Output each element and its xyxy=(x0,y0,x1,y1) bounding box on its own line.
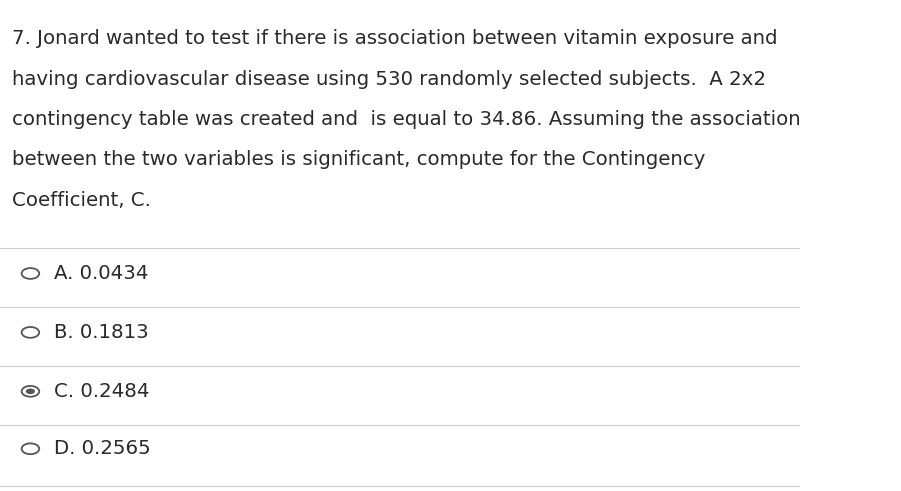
Text: A. 0.0434: A. 0.0434 xyxy=(54,264,149,283)
Text: Coefficient, C.: Coefficient, C. xyxy=(12,191,150,210)
Text: B. 0.1813: B. 0.1813 xyxy=(54,323,150,342)
Text: D. 0.2565: D. 0.2565 xyxy=(54,439,151,458)
Text: C. 0.2484: C. 0.2484 xyxy=(54,382,150,401)
Text: 7. Jonard wanted to test if there is association between vitamin exposure and: 7. Jonard wanted to test if there is ass… xyxy=(12,29,778,49)
Text: contingency table was created and  is equal to 34.86. Assuming the association: contingency table was created and is equ… xyxy=(12,110,801,129)
Text: between the two variables is significant, compute for the Contingency: between the two variables is significant… xyxy=(12,150,705,169)
Text: having cardiovascular disease using 530 randomly selected subjects.  A 2x2: having cardiovascular disease using 530 … xyxy=(12,70,766,89)
Circle shape xyxy=(26,388,35,394)
